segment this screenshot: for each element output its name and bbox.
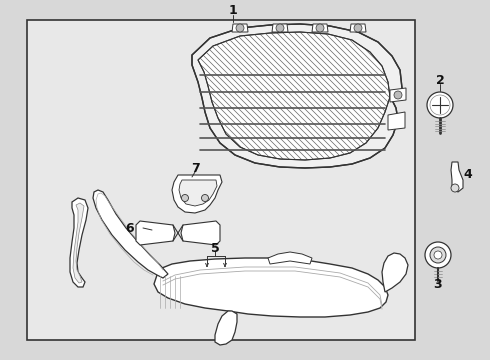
Circle shape — [434, 251, 442, 259]
Text: 7: 7 — [191, 162, 199, 175]
Polygon shape — [179, 180, 217, 206]
Polygon shape — [181, 221, 220, 245]
Polygon shape — [350, 24, 366, 32]
Polygon shape — [388, 112, 405, 130]
Circle shape — [236, 24, 244, 32]
Polygon shape — [268, 252, 312, 264]
Circle shape — [354, 24, 362, 32]
Text: 3: 3 — [433, 279, 441, 292]
Circle shape — [427, 92, 453, 118]
Polygon shape — [93, 190, 168, 278]
Text: 4: 4 — [464, 168, 472, 181]
Polygon shape — [136, 221, 175, 245]
Circle shape — [276, 24, 284, 32]
Polygon shape — [172, 175, 222, 213]
Text: 6: 6 — [126, 221, 134, 234]
Polygon shape — [232, 24, 248, 32]
Polygon shape — [390, 88, 406, 102]
Text: 2: 2 — [436, 73, 444, 86]
Circle shape — [394, 91, 402, 99]
Polygon shape — [70, 198, 88, 287]
Polygon shape — [215, 311, 237, 345]
Circle shape — [425, 242, 451, 268]
Polygon shape — [451, 162, 463, 192]
Text: 1: 1 — [229, 4, 237, 17]
Text: 5: 5 — [211, 242, 220, 255]
Circle shape — [181, 194, 189, 202]
Polygon shape — [382, 253, 408, 292]
Polygon shape — [312, 24, 328, 32]
Polygon shape — [73, 203, 84, 283]
Polygon shape — [154, 258, 388, 317]
Circle shape — [451, 184, 459, 192]
Circle shape — [316, 24, 324, 32]
Polygon shape — [192, 24, 402, 168]
Polygon shape — [272, 24, 288, 32]
Bar — [27, 20, 415, 340]
Circle shape — [430, 247, 446, 263]
Circle shape — [201, 194, 209, 202]
Polygon shape — [198, 32, 390, 160]
